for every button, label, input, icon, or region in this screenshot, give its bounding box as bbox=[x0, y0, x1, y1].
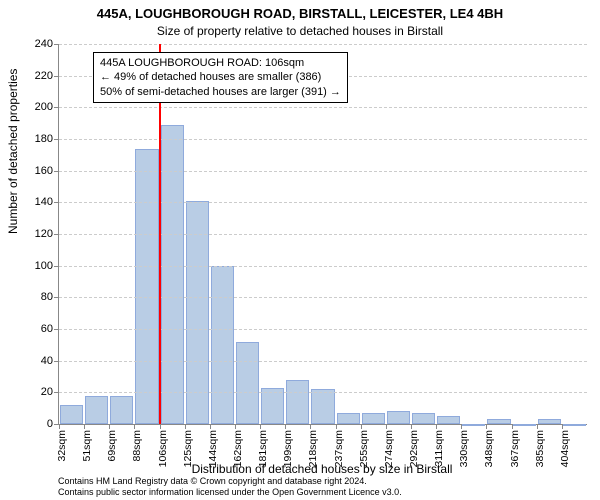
ytick-label: 140 bbox=[35, 196, 59, 208]
histogram-bar bbox=[437, 416, 460, 424]
annotation-box: 445A LOUGHBOROUGH ROAD: 106sqm← 49% of d… bbox=[93, 52, 348, 103]
histogram-bar bbox=[110, 396, 133, 425]
histogram-bar-fill bbox=[236, 342, 259, 424]
histogram-bar bbox=[387, 411, 410, 424]
ytick-label: 60 bbox=[41, 323, 59, 335]
ytick-label: 100 bbox=[35, 260, 59, 272]
histogram-bar-fill bbox=[110, 396, 133, 425]
histogram-bar-fill bbox=[387, 411, 410, 424]
xtick-label: 32sqm bbox=[56, 430, 68, 462]
xtick-mark bbox=[109, 424, 110, 429]
histogram-bar bbox=[362, 413, 385, 424]
xtick-mark bbox=[411, 424, 412, 429]
histogram-bar bbox=[412, 413, 435, 424]
xtick-label: 88sqm bbox=[131, 430, 143, 462]
ytick-label: 80 bbox=[41, 291, 59, 303]
histogram-bar bbox=[286, 380, 309, 424]
histogram-bar-fill bbox=[135, 149, 158, 425]
xtick-mark bbox=[185, 424, 186, 429]
histogram-bar-fill bbox=[462, 424, 485, 426]
gridline bbox=[59, 202, 587, 203]
xtick-label: 69sqm bbox=[106, 430, 118, 462]
xtick-mark bbox=[562, 424, 563, 429]
xtick-mark bbox=[134, 424, 135, 429]
xtick-mark bbox=[59, 424, 60, 429]
ytick-label: 120 bbox=[35, 228, 59, 240]
ytick-label: 20 bbox=[41, 386, 59, 398]
y-axis-label: Number of detached properties bbox=[6, 69, 20, 234]
annotation-line: 445A LOUGHBOROUGH ROAD: 106sqm bbox=[100, 56, 341, 70]
ytick-label: 200 bbox=[35, 101, 59, 113]
histogram-bar bbox=[311, 389, 334, 424]
histogram-bar-fill bbox=[487, 419, 510, 424]
annotation-line: ← 49% of detached houses are smaller (38… bbox=[100, 70, 341, 84]
xtick-mark bbox=[386, 424, 387, 429]
ytick-label: 240 bbox=[35, 38, 59, 50]
histogram-bar-fill bbox=[412, 413, 435, 424]
histogram-bar bbox=[60, 405, 83, 424]
chart-title-line2: Size of property relative to detached ho… bbox=[0, 24, 600, 38]
x-axis-label: Distribution of detached houses by size … bbox=[58, 462, 586, 476]
ytick-label: 40 bbox=[41, 355, 59, 367]
histogram-bar-fill bbox=[437, 416, 460, 424]
histogram-bar-fill bbox=[311, 389, 334, 424]
ytick-label: 180 bbox=[35, 133, 59, 145]
histogram-bar bbox=[161, 125, 184, 424]
histogram-bar-fill bbox=[85, 396, 108, 425]
histogram-bar bbox=[236, 342, 259, 424]
annotation-line: 50% of semi-detached houses are larger (… bbox=[100, 85, 341, 99]
histogram-bar-fill bbox=[161, 125, 184, 424]
gridline bbox=[59, 139, 587, 140]
attribution-line2: Contains public sector information licen… bbox=[58, 487, 402, 498]
gridline bbox=[59, 266, 587, 267]
histogram-bar-fill bbox=[211, 266, 234, 424]
xtick-mark bbox=[285, 424, 286, 429]
plot-area: 02040608010012014016018020022024032sqm51… bbox=[58, 44, 587, 425]
histogram-bar bbox=[337, 413, 360, 424]
xtick-mark bbox=[160, 424, 161, 429]
ytick-label: 0 bbox=[47, 418, 59, 430]
xtick-mark bbox=[512, 424, 513, 429]
gridline bbox=[59, 329, 587, 330]
xtick-mark bbox=[486, 424, 487, 429]
histogram-bar-fill bbox=[513, 424, 536, 426]
histogram-bar bbox=[135, 149, 158, 425]
xtick-mark bbox=[436, 424, 437, 429]
gridline bbox=[59, 107, 587, 108]
xtick-mark bbox=[235, 424, 236, 429]
gridline bbox=[59, 297, 587, 298]
gridline bbox=[59, 44, 587, 45]
histogram-bar bbox=[211, 266, 234, 424]
xtick-mark bbox=[461, 424, 462, 429]
attribution-text: Contains HM Land Registry data © Crown c… bbox=[58, 476, 402, 498]
ytick-label: 160 bbox=[35, 165, 59, 177]
histogram-bar-fill bbox=[362, 413, 385, 424]
xtick-mark bbox=[260, 424, 261, 429]
histogram-bar bbox=[85, 396, 108, 425]
attribution-line1: Contains HM Land Registry data © Crown c… bbox=[58, 476, 402, 487]
xtick-mark bbox=[210, 424, 211, 429]
xtick-mark bbox=[84, 424, 85, 429]
gridline bbox=[59, 234, 587, 235]
xtick-mark bbox=[537, 424, 538, 429]
xtick-mark bbox=[361, 424, 362, 429]
gridline bbox=[59, 171, 587, 172]
xtick-label: 51sqm bbox=[81, 430, 93, 462]
histogram-bar-fill bbox=[286, 380, 309, 424]
gridline bbox=[59, 392, 587, 393]
histogram-bar bbox=[538, 419, 561, 424]
ytick-label: 220 bbox=[35, 70, 59, 82]
histogram-bar-fill bbox=[60, 405, 83, 424]
histogram-bar-fill bbox=[337, 413, 360, 424]
xtick-mark bbox=[336, 424, 337, 429]
histogram-bar bbox=[487, 419, 510, 424]
gridline bbox=[59, 361, 587, 362]
histogram-bar-fill bbox=[538, 419, 561, 424]
xtick-mark bbox=[310, 424, 311, 429]
histogram-bar-fill bbox=[563, 424, 586, 426]
chart-title-line1: 445A, LOUGHBOROUGH ROAD, BIRSTALL, LEICE… bbox=[0, 6, 600, 21]
